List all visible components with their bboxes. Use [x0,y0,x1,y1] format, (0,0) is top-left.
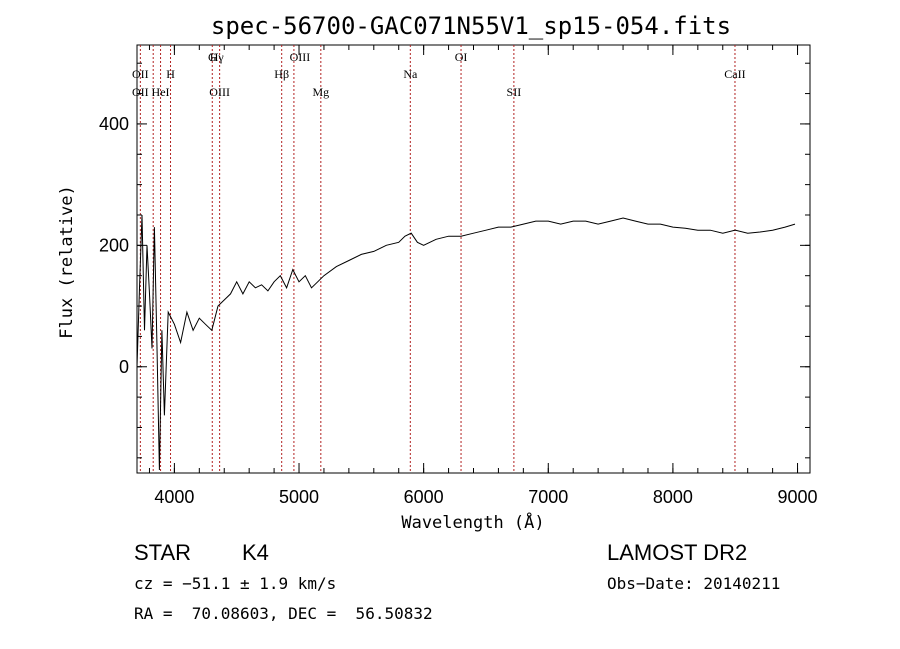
emission-line-labels: HγG OIII OI OII H Hβ Na CaII OII HeI OIII Mg SII [132,50,746,99]
redshift-velocity: cz = −51.1 ± 1.9 km/s [134,574,337,593]
emission-line-label: Hβ [274,67,289,81]
emission-line-markers [139,45,736,473]
object-class: STAR [134,540,192,565]
x-tick-label: 4000 [154,487,194,507]
emission-line-label: CaII [724,67,745,81]
emission-line-label: OIII [290,50,311,64]
x-tick-label: 9000 [778,487,818,507]
emission-line-label: OII [132,67,149,81]
x-axis-label: Wavelength (Å) [401,511,544,533]
emission-line-label: G [208,50,217,64]
plot-frame [136,44,811,474]
y-tick-label: 400 [99,114,129,134]
emission-line-label: HeI [152,85,170,99]
chart-title: spec-56700-GAC071N55V1_sp15-054.fits [211,12,731,40]
x-tick-label: 5000 [279,487,319,507]
x-tick-label: 8000 [653,487,693,507]
x-tick-label: 6000 [404,487,444,507]
emission-line-label: SII [507,85,522,99]
emission-line-label: OI [455,50,468,64]
spectral-subclass: K4 [242,540,269,565]
y-tick-label: 0 [119,357,129,377]
emission-line-label: Hγ [210,50,225,64]
x-tick-label: 7000 [528,487,568,507]
emission-line-label: H [166,67,175,81]
observation-date: Obs−Date: 20140211 [607,574,781,593]
emission-line-label: OIII [209,85,230,99]
axis-ticks: 4000 5000 6000 7000 8000 9000 0 200 400 [99,45,818,507]
spectrum-line [136,214,796,471]
emission-line-label: OII [132,85,149,99]
y-tick-label: 200 [99,235,129,255]
emission-line-label: Mg [312,85,329,99]
survey-name: LAMOST DR2 [607,540,748,565]
ra-dec-coordinates: RA = 70.08603, DEC = 56.50832 [134,604,433,623]
y-axis-label: Flux (relative) [57,185,77,339]
emission-line-label: Na [403,67,418,81]
